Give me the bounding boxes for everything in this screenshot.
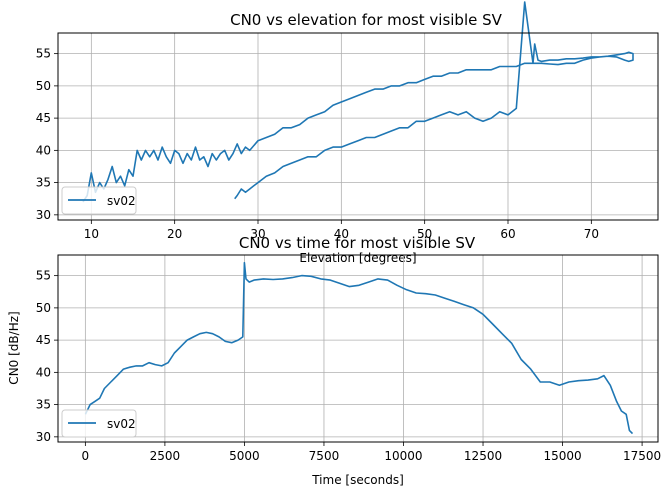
x-tick-label: 30 [250, 227, 265, 241]
x-tick-label: 0 [82, 449, 90, 463]
y-tick-label: 40 [36, 365, 51, 379]
y-tick-label: 35 [36, 398, 51, 412]
time-chart-frame [57, 254, 659, 443]
x-tick-label: 50 [417, 227, 432, 241]
time-chart-line [84, 261, 634, 435]
elevation-chart-grid [58, 33, 658, 220]
elevation-chart: CN0 vs elevation for most visible SV 10 2… [36, 1, 659, 265]
y-tick-label: 45 [36, 333, 51, 347]
y-tick-label: 30 [36, 208, 51, 222]
series-line-sv02 [82, 1, 634, 203]
x-tick-label: 2500 [150, 449, 181, 463]
x-tick-label: 15000 [543, 449, 581, 463]
time-chart-legend: sv02 [61, 409, 137, 438]
x-tick-label: 70 [584, 227, 599, 241]
y-tick-label: 50 [36, 301, 51, 315]
time-chart-ylabel: CN0 [dB/Hz] [7, 311, 21, 384]
x-tick-label: 17500 [623, 449, 661, 463]
series-line-sv02 [84, 261, 634, 435]
x-tick-label: 12500 [464, 449, 502, 463]
y-tick-label: 50 [36, 79, 51, 93]
y-tick-label: 30 [36, 430, 51, 444]
y-tick-label: 40 [36, 143, 51, 157]
time-chart: 0 2500 5000 7500 10000 12500 15000 17500 30 35 40 4… [7, 234, 661, 487]
y-tick-label: 35 [36, 176, 51, 190]
x-tick-label: 5000 [229, 449, 260, 463]
x-tick-label: 7500 [309, 449, 340, 463]
elevation-chart-title: CN0 vs elevation for most visible SV [230, 11, 503, 29]
elevation-chart-line [82, 1, 634, 203]
x-tick-label: 60 [500, 227, 515, 241]
legend-label: sv02 [107, 194, 136, 208]
legend-label: sv02 [107, 417, 136, 431]
x-tick-label: 40 [334, 227, 349, 241]
legend-box [61, 186, 137, 215]
y-tick-label: 45 [36, 111, 51, 125]
x-tick-label: 20 [167, 227, 182, 241]
time-chart-ticks: 0 2500 5000 7500 10000 12500 15000 17500 30 35 40 4… [36, 269, 661, 463]
time-chart-title: CN0 vs time for most visible SV [239, 234, 476, 252]
time-chart-grid [58, 255, 658, 442]
x-tick-label: 10 [84, 227, 99, 241]
x-tick-label: 10000 [384, 449, 422, 463]
elevation-chart-ticks: 10 20 30 40 50 60 70 30 35 40 45 50 55 [36, 47, 599, 241]
time-chart-xlabel: Time [seconds] [311, 473, 404, 487]
elevation-chart-xlabel: Elevation [degrees] [299, 251, 416, 265]
elevation-chart-legend: sv02 [61, 186, 137, 215]
y-tick-label: 55 [36, 269, 51, 283]
legend-box [61, 409, 137, 438]
y-tick-label: 55 [36, 47, 51, 61]
elevation-chart-frame [57, 32, 659, 221]
